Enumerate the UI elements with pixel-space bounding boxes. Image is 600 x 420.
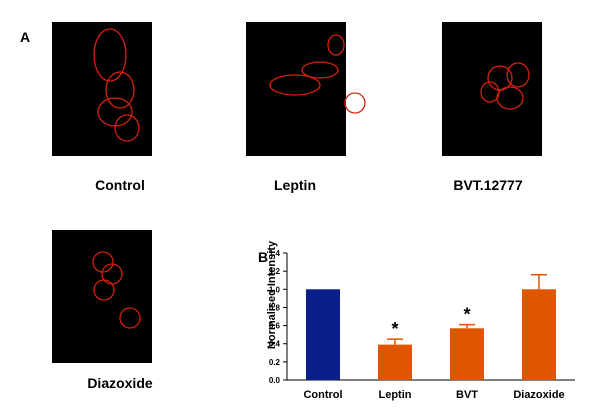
y-tick-label: 0.2 [269,358,281,367]
x-tick-label: Leptin [379,389,412,401]
error-bar [387,338,403,345]
y-tick-label: 1.0 [269,285,281,294]
x-tick-label: Diazoxide [513,389,564,401]
image-caption: BVT.12777 [453,177,522,193]
y-axis-label: Normalised Intensity [266,240,278,349]
significance-marker: * [463,305,470,325]
bar [306,289,340,380]
panel-label: B [258,249,268,265]
y-tick-label: 0.6 [269,322,281,331]
x-tick-label: BVT [456,389,478,401]
image-caption: Control [95,177,145,193]
y-tick-label: 1.2 [269,267,281,276]
image-caption: Leptin [274,177,316,193]
y-tick-label: 0.0 [269,376,281,385]
image-caption: Diazoxide [87,375,153,391]
error-bar [459,323,475,329]
micrograph [442,22,542,156]
micrograph [246,22,366,156]
significance-marker: * [391,319,398,339]
panel-label: A [20,29,30,45]
bar [522,289,556,380]
y-tick-label: 0.8 [269,303,281,312]
micrograph [52,230,152,363]
x-tick-label: Control [303,389,342,401]
y-tick-label: 1.4 [269,249,281,258]
bar [450,328,484,380]
bar [378,344,412,380]
micrograph [52,22,152,156]
error-bar [531,274,547,290]
y-tick-label: 0.4 [269,340,281,349]
